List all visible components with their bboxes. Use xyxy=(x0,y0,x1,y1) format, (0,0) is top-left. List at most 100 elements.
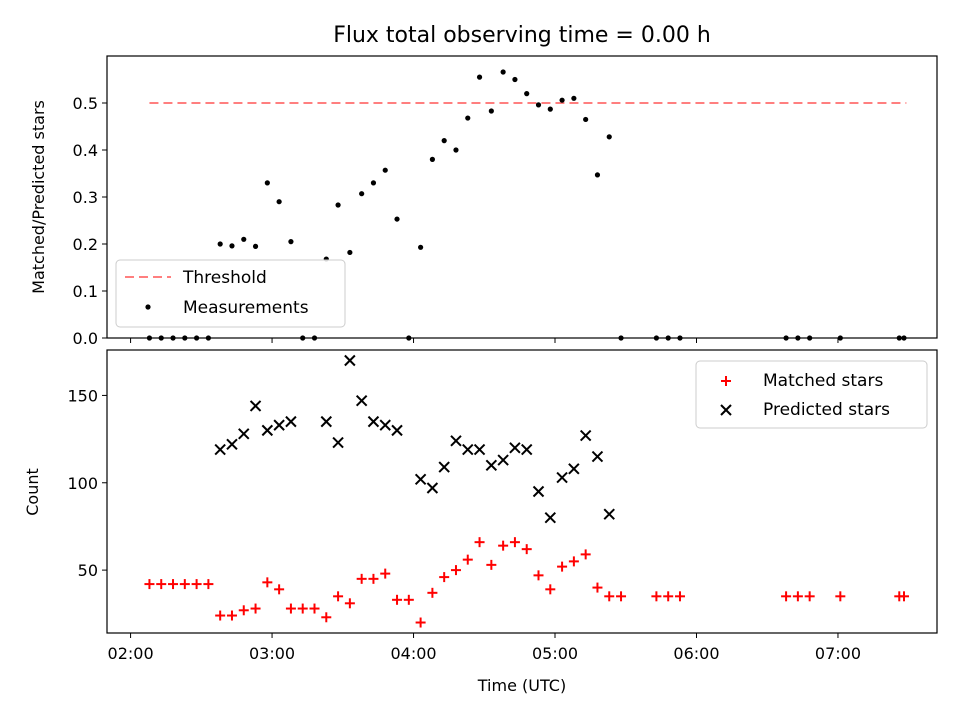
measurement-point xyxy=(382,167,388,173)
matched-star-point xyxy=(179,579,190,590)
predicted-star-point xyxy=(579,429,592,442)
predicted-star-point xyxy=(391,424,403,437)
measurement-point xyxy=(571,95,577,101)
top-y-axis: 0.0 0.1 0.2 0.3 0.4 0.5 xyxy=(73,94,107,348)
matched-star-point xyxy=(403,594,414,605)
x-tick-label: 05:00 xyxy=(532,644,578,663)
predicted-star-point xyxy=(214,443,226,456)
matched-star-point xyxy=(533,570,544,581)
predicted-star-point xyxy=(261,424,274,437)
matched-star-point xyxy=(415,617,426,628)
matched-star-point xyxy=(356,573,367,584)
y-tick-label: 100 xyxy=(67,474,98,493)
measurement-point xyxy=(896,335,902,341)
bottom-plot-frame xyxy=(106,349,938,634)
measurement-point xyxy=(276,199,282,205)
measurement-point xyxy=(559,97,565,103)
measurement-point xyxy=(252,243,259,249)
measurement-point xyxy=(241,236,247,242)
measurement-point xyxy=(901,335,907,341)
matched-star-point xyxy=(592,582,603,593)
matched-star-point xyxy=(321,612,332,623)
measurement-point xyxy=(170,335,176,341)
measurement-point xyxy=(795,335,801,341)
predicted-star-point xyxy=(414,473,427,485)
matched-star-point xyxy=(568,556,579,567)
measurement-point xyxy=(665,335,671,341)
y-tick-label: 0.5 xyxy=(73,94,98,113)
top-x-tick-marks xyxy=(130,338,839,343)
predicted-star-point xyxy=(603,508,615,520)
predicted-star-point xyxy=(226,438,238,451)
predicted-star-point xyxy=(367,415,380,428)
y-tick-label: 0.0 xyxy=(73,329,98,348)
predicted-star-point xyxy=(355,394,368,407)
matched-star-point xyxy=(215,610,226,621)
bottom-y-axis: 50 100 150 xyxy=(67,386,107,580)
y-tick-label: 0.1 xyxy=(73,282,98,301)
legend-matched-label: Matched stars xyxy=(763,371,883,391)
bottom-legend-box xyxy=(695,360,928,429)
predicted-star-point xyxy=(544,511,557,524)
measurement-point xyxy=(370,180,377,186)
measurement-point xyxy=(547,106,553,112)
matched-star-point xyxy=(835,591,846,602)
measurement-point xyxy=(300,335,306,341)
measurement-point xyxy=(347,249,353,256)
measurement-point xyxy=(394,216,400,222)
measurement-point xyxy=(476,74,483,80)
matched-star-point xyxy=(191,579,202,590)
measurement-point xyxy=(606,134,612,140)
matched-star-point xyxy=(333,591,344,602)
measurement-point xyxy=(441,138,447,144)
matched-star-point xyxy=(297,603,308,614)
predicted-star-point xyxy=(450,435,462,447)
predicted-star-point xyxy=(426,482,439,494)
bottom-y-axis-label: Count xyxy=(23,468,42,516)
predicted-star-point xyxy=(379,419,391,431)
predicted-star-point xyxy=(320,415,332,428)
matched-star-point xyxy=(804,591,815,602)
measurement-point xyxy=(406,335,412,341)
measurement-point xyxy=(807,335,813,341)
measurement-point xyxy=(182,335,188,341)
measurement-point xyxy=(524,91,530,97)
y-tick-label: 0.2 xyxy=(73,235,98,254)
measurement-point xyxy=(677,335,683,341)
x-tick-label: 06:00 xyxy=(673,644,719,663)
measurement-point xyxy=(512,76,518,83)
matched-star-point xyxy=(486,559,497,570)
y-tick-label: 0.4 xyxy=(73,141,98,160)
top-panel: Flux total observing time = 0.00 h 0.00.… xyxy=(29,23,938,348)
predicted-star-point xyxy=(591,450,604,463)
measurement-point xyxy=(194,335,200,341)
predicted-star-point xyxy=(473,443,486,456)
top-y-axis-label: Matched/Predicted stars xyxy=(29,100,48,294)
matched-star-point xyxy=(168,579,179,590)
matched-star-point xyxy=(509,537,520,548)
matched-star-point xyxy=(368,573,379,584)
matched-star-point xyxy=(427,587,438,598)
matched-star-point xyxy=(674,591,685,602)
matched-star-point xyxy=(238,605,249,616)
measurement-point xyxy=(217,241,223,247)
measurement-point xyxy=(146,335,153,341)
predicted-star-point xyxy=(273,419,285,431)
matched-star-point xyxy=(781,591,792,602)
legend-measurements-swatch xyxy=(145,304,151,310)
matched-star-point xyxy=(604,591,615,602)
measurement-point xyxy=(335,202,341,208)
measurement-point xyxy=(311,335,318,341)
matched-star-point xyxy=(521,544,532,555)
measurement-point xyxy=(418,244,424,250)
measurement-point xyxy=(535,102,542,108)
measurement-point xyxy=(288,239,294,245)
predicted-star-point xyxy=(485,459,498,472)
matched-star-point xyxy=(274,584,285,595)
measurement-point xyxy=(229,243,235,249)
measurement-point xyxy=(429,156,435,162)
measurement-point xyxy=(618,335,624,341)
count-series xyxy=(144,354,909,628)
